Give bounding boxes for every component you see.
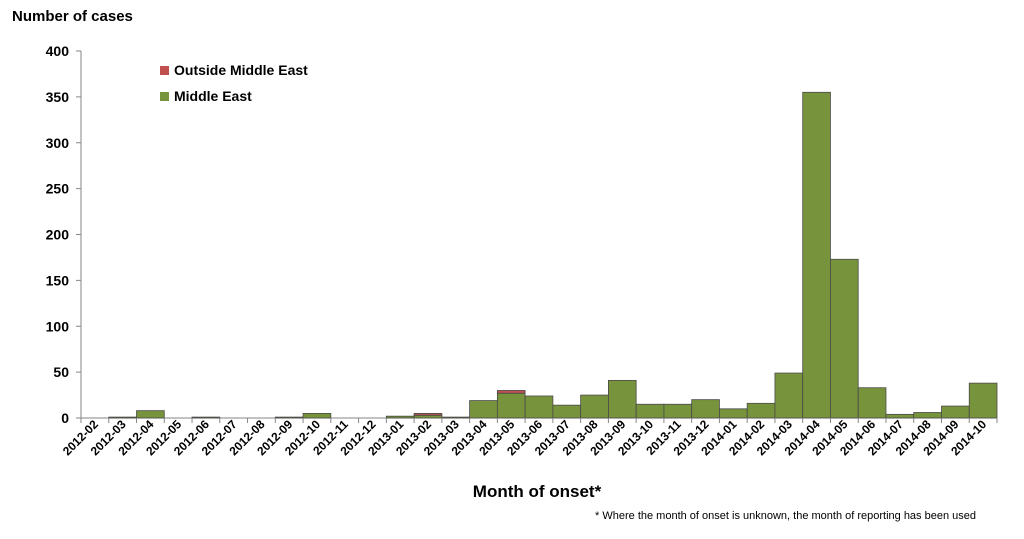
x-ticks: 2012-022012-032012-042012-052012-062012-… [60,417,998,458]
bar-middle-east [552,404,582,419]
bar-middle-east [746,402,776,419]
bar-middle-east [968,382,998,419]
y-tick-label: 150 [46,272,70,288]
bar-middle-east [691,399,720,419]
bar-middle-east [913,412,942,419]
legend-label-middle-east: Middle East [174,88,252,104]
legend-swatch-middle-east [160,91,169,101]
bar-middle-east [857,387,887,419]
bar-middle-east [136,410,165,419]
bar-middle-east [719,408,748,419]
bar-middle-east [496,392,526,419]
bar-middle-east [469,400,498,419]
bar-middle-east [580,394,609,419]
y-tick-label: 250 [46,181,70,197]
y-tick-label: 100 [46,318,70,334]
bar-middle-east [607,379,637,419]
y-ticks: 0 50 100 150 200 250 300 350 400 [46,43,81,426]
legend-item-middle-east: Middle East [160,83,308,109]
bar-middle-east [441,416,471,419]
bar-middle-east [191,416,221,419]
bar-middle-east [802,91,831,419]
x-axis-title: Month of onset* [472,482,602,501]
bar-outside-middle-east [413,413,443,416]
bar-middle-east [663,403,693,419]
bar-middle-east [774,372,804,419]
bar-middle-east [635,403,665,419]
bar-middle-east [274,416,304,419]
y-tick-label: 0 [61,410,69,426]
bars [108,91,998,419]
bar-middle-east [108,416,137,419]
legend-item-outside: Outside Middle East [160,57,308,83]
bar-middle-east [524,395,554,419]
footnote: * Where the month of onset is unknown, t… [595,510,976,522]
bar-middle-east [830,258,859,419]
bar-middle-east [413,414,443,419]
bar-middle-east [385,415,415,419]
bar-middle-east [302,413,332,419]
y-tick-label: 300 [46,135,70,151]
y-tick-label: 50 [53,364,69,380]
y-tick-label: 350 [46,89,70,105]
legend-swatch-outside [160,65,169,75]
legend: Outside Middle East Middle East [160,57,308,109]
bar-middle-east [885,413,915,419]
bar-outside-middle-east [496,390,526,394]
bar-middle-east [941,405,970,419]
y-tick-label: 400 [46,43,70,59]
y-axis-label: Number of cases [12,8,133,25]
legend-label-outside: Outside Middle East [174,62,308,78]
y-tick-label: 200 [46,227,70,243]
